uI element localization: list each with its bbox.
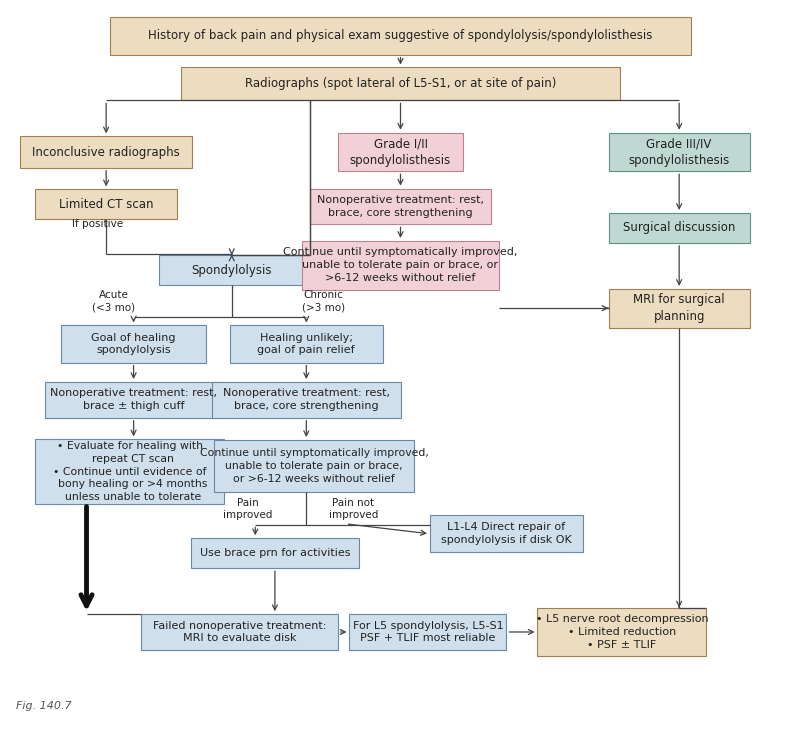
FancyBboxPatch shape — [181, 67, 620, 100]
FancyBboxPatch shape — [159, 255, 304, 285]
Text: Pain
improved: Pain improved — [223, 498, 272, 520]
Text: Use brace prn for activities: Use brace prn for activities — [199, 548, 350, 558]
Text: Nonoperative treatment: rest,
brace ± thigh cuff: Nonoperative treatment: rest, brace ± th… — [50, 388, 217, 412]
FancyBboxPatch shape — [537, 607, 706, 656]
Text: Continue until symptomatically improved,
unable to tolerate pain or brace,
or >6: Continue until symptomatically improved,… — [199, 448, 429, 484]
Text: Goal of healing
spondylolysis: Goal of healing spondylolysis — [91, 333, 176, 355]
Text: History of back pain and physical exam suggestive of spondylolysis/spondylolisth: History of back pain and physical exam s… — [148, 29, 653, 42]
Text: Spondylolysis: Spondylolysis — [191, 264, 272, 277]
FancyBboxPatch shape — [349, 614, 506, 650]
FancyBboxPatch shape — [61, 325, 206, 363]
FancyBboxPatch shape — [609, 213, 750, 243]
Text: Healing unlikely;
goal of pain relief: Healing unlikely; goal of pain relief — [257, 333, 355, 355]
Text: Limited CT scan: Limited CT scan — [59, 198, 153, 211]
FancyBboxPatch shape — [20, 136, 192, 168]
Text: Inconclusive radiographs: Inconclusive radiographs — [32, 145, 180, 159]
Text: Pain not
improved: Pain not improved — [328, 498, 378, 520]
Text: • Evaluate for healing with
  repeat CT scan
• Continue until evidence of
  bony: • Evaluate for healing with repeat CT sc… — [51, 441, 208, 502]
Text: Grade I/II
spondylolisthesis: Grade I/II spondylolisthesis — [350, 137, 451, 167]
Text: Fig. 140.7: Fig. 140.7 — [16, 701, 71, 711]
FancyBboxPatch shape — [609, 133, 750, 171]
FancyBboxPatch shape — [338, 133, 463, 171]
FancyBboxPatch shape — [230, 325, 383, 363]
FancyBboxPatch shape — [35, 189, 177, 219]
FancyBboxPatch shape — [609, 289, 750, 327]
Text: Failed nonoperative treatment:
MRI to evaluate disk: Failed nonoperative treatment: MRI to ev… — [153, 621, 326, 643]
FancyBboxPatch shape — [46, 382, 222, 418]
Text: Radiographs (spot lateral of L5-S1, or at site of pain): Radiographs (spot lateral of L5-S1, or a… — [245, 77, 556, 91]
Text: Nonoperative treatment: rest,
brace, core strengthening: Nonoperative treatment: rest, brace, cor… — [317, 195, 484, 218]
FancyBboxPatch shape — [110, 18, 691, 55]
Text: MRI for surgical
planning: MRI for surgical planning — [634, 293, 725, 323]
Text: Chronic
(>3 mo): Chronic (>3 mo) — [302, 289, 345, 312]
FancyBboxPatch shape — [214, 440, 414, 491]
Text: For L5 spondylolysis, L5-S1
PSF + TLIF most reliable: For L5 spondylolysis, L5-S1 PSF + TLIF m… — [352, 621, 503, 643]
Text: Nonoperative treatment: rest,
brace, core strengthening: Nonoperative treatment: rest, brace, cor… — [223, 388, 390, 412]
Text: Grade III/IV
spondylolisthesis: Grade III/IV spondylolisthesis — [629, 137, 730, 167]
FancyBboxPatch shape — [310, 189, 491, 224]
FancyBboxPatch shape — [35, 439, 224, 504]
FancyBboxPatch shape — [430, 515, 583, 553]
FancyBboxPatch shape — [191, 538, 360, 568]
Text: L1-L4 Direct repair of
spondylolysis if disk OK: L1-L4 Direct repair of spondylolysis if … — [441, 523, 572, 545]
Text: Acute
(<3 mo): Acute (<3 mo) — [92, 289, 135, 312]
Text: If positive: If positive — [72, 219, 123, 230]
Text: • L5 nerve root decompression
• Limited reduction
• PSF ± TLIF: • L5 nerve root decompression • Limited … — [536, 614, 708, 650]
FancyBboxPatch shape — [142, 614, 338, 650]
FancyBboxPatch shape — [303, 240, 498, 289]
FancyBboxPatch shape — [212, 382, 400, 418]
Text: Continue until symptomatically improved,
unable to tolerate pain or brace, or
>6: Continue until symptomatically improved,… — [284, 247, 517, 283]
Text: Surgical discussion: Surgical discussion — [623, 221, 735, 235]
